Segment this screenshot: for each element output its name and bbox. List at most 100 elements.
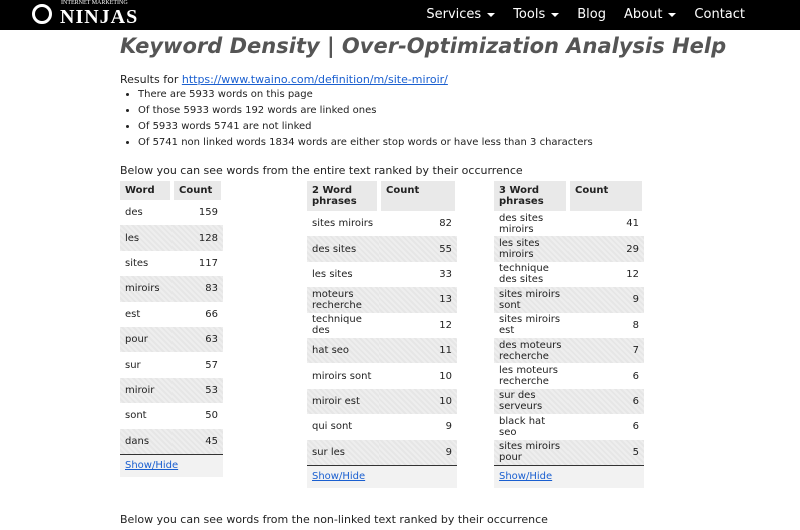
nav-item[interactable]: Tools — [513, 7, 560, 22]
column-header: Count — [172, 181, 225, 200]
nav-label: Blog — [577, 7, 606, 22]
count: 7 — [568, 337, 644, 364]
column-header: Word — [120, 181, 174, 200]
bullet: Of those 5933 words 192 words are linked… — [138, 103, 593, 119]
keyword: miroir — [120, 377, 172, 404]
column-header: Count — [568, 181, 646, 211]
table-row: des moteurs recherche 7 — [494, 337, 644, 364]
caret — [551, 12, 560, 17]
keyword: moteurs recherche — [307, 287, 379, 313]
nav-item[interactable]: About — [623, 7, 677, 22]
table-row: miroir est 10 — [307, 388, 457, 415]
keyword: pour — [120, 326, 172, 353]
count: 83 — [172, 276, 223, 302]
table-row: sont 50 — [120, 403, 223, 428]
keyword-table: 2 Word phrases Count sites miroirs 82 des si… — [307, 181, 459, 488]
nav-item[interactable]: Services — [426, 7, 496, 22]
menu: Services Tools Blog About Contact — [426, 7, 745, 22]
table-row: sites 117 — [120, 251, 223, 276]
count: 159 — [198, 207, 218, 219]
count: 128 — [172, 225, 223, 251]
nav-label: Services — [426, 7, 482, 22]
count: 10 — [439, 370, 452, 382]
show-hide-link[interactable]: Show/Hide — [499, 471, 553, 483]
toggle-cell: Show/Hide — [494, 465, 644, 488]
keyword: des moteurs recherche — [494, 337, 568, 364]
count: 12 — [626, 268, 639, 280]
keyword-table: 3 Word phrases Count des sites miroirs 41 le… — [494, 181, 646, 488]
keyword: sur des serveurs — [494, 388, 568, 415]
results-line: Results for https://www.twaino.com/defin… — [120, 73, 448, 86]
count: 6 — [632, 370, 639, 382]
keyword: technique des — [312, 314, 362, 337]
section-heading: Below you can see words from the entire … — [120, 164, 523, 177]
table-row: qui sont 9 — [307, 414, 457, 439]
keyword: est — [125, 308, 141, 320]
toggle-row: Show/Hide — [494, 465, 644, 488]
count: 45 — [172, 428, 223, 455]
count: 9 — [379, 439, 457, 466]
keyword-table: Word Count des 159 les 128 sites 117 miroirs 83 es… — [120, 181, 225, 477]
nav-item[interactable]: Contact — [694, 7, 745, 22]
count: 9 — [568, 287, 644, 313]
table-row: des sites miroirs 41 — [494, 211, 644, 236]
table-row: sur 57 — [120, 352, 223, 377]
header-row: 2 Word phrases Count — [307, 181, 459, 211]
table-row: les moteurs recherche 6 — [494, 363, 644, 388]
count: 12 — [439, 319, 452, 331]
keyword: les sites miroirs — [494, 236, 568, 262]
keyword: les — [120, 225, 172, 251]
table-row: black hat seo 6 — [494, 414, 644, 439]
table-row: est 66 — [120, 302, 223, 327]
keyword: les moteurs recherche — [499, 365, 558, 388]
logo-big: NINJAS — [60, 6, 139, 28]
toggle-row: Show/Hide — [307, 465, 457, 488]
count: 6 — [568, 388, 644, 415]
count: 82 — [439, 218, 452, 230]
count: 63 — [172, 326, 223, 353]
header-row: Word Count — [120, 181, 225, 200]
keyword: sites — [125, 257, 149, 269]
table-row: des 159 — [120, 200, 223, 225]
show-hide-link[interactable]: Show/Hide — [125, 460, 179, 472]
column-header: 3 Word phrases — [494, 181, 570, 211]
show-hide-link[interactable]: Show/Hide — [312, 471, 366, 483]
count: 41 — [626, 218, 639, 230]
bullet: Of 5933 words 5741 are not linked — [138, 119, 593, 135]
table-row: des sites 55 — [307, 236, 457, 262]
count: 13 — [379, 287, 457, 313]
keyword: technique des sites — [499, 263, 549, 286]
keyword: dans — [120, 428, 172, 455]
nav-item[interactable]: Blog — [577, 7, 606, 22]
keyword: sites miroirs sont — [494, 287, 568, 313]
keyword: des — [125, 207, 143, 219]
table-row: moteurs recherche 13 — [307, 287, 457, 313]
table-row: sites miroirs est 8 — [494, 313, 644, 338]
count: 53 — [172, 377, 223, 404]
keyword: sites miroirs pour — [494, 439, 568, 466]
nav-label: About — [623, 7, 663, 22]
column-header: 2 Word phrases — [307, 181, 381, 211]
table-row: miroirs sont 10 — [307, 363, 457, 388]
keyword: miroirs sont — [312, 370, 372, 382]
count: 57 — [205, 359, 218, 371]
toggle-row: Show/Hide — [120, 454, 223, 477]
keyword: des sites miroirs — [499, 212, 544, 235]
table-row: sites miroirs pour 5 — [494, 439, 644, 466]
count: 50 — [205, 410, 218, 422]
results-url[interactable]: https://www.twaino.com/definition/m/site… — [181, 73, 448, 86]
keyword: hat seo — [307, 337, 379, 364]
count: 10 — [379, 388, 457, 415]
keyword: black hat seo — [499, 415, 546, 438]
table-row: les 128 — [120, 225, 223, 251]
table-row: hat seo 11 — [307, 337, 457, 364]
count: 29 — [568, 236, 644, 262]
nav-label: Contact — [694, 7, 745, 22]
table-row: sites miroirs 82 — [307, 211, 457, 236]
keyword: qui sont — [312, 421, 353, 433]
keyword: sites miroirs — [312, 218, 374, 230]
keyword: sites miroirs est — [499, 314, 561, 337]
table-row: technique des 12 — [307, 313, 457, 338]
count: 11 — [379, 337, 457, 364]
